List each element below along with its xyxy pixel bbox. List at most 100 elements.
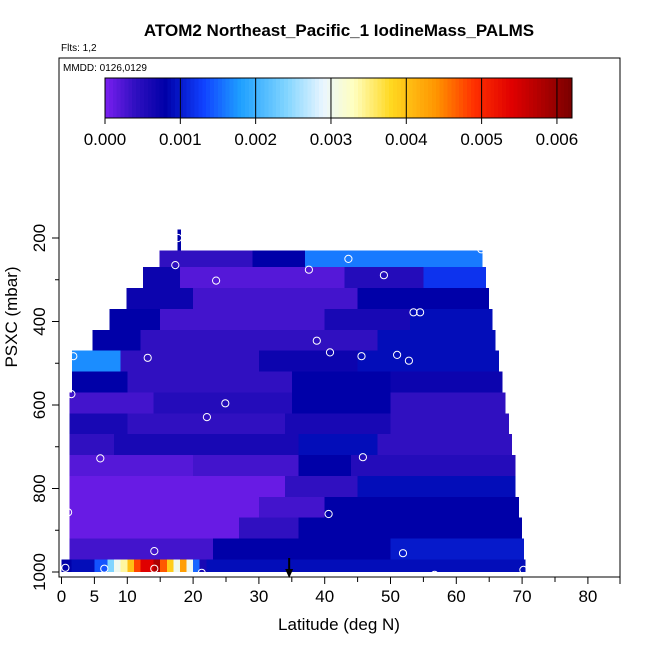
colorbar-swatch xyxy=(171,78,176,118)
colorbar-swatch xyxy=(478,78,484,118)
sample-point xyxy=(325,348,335,357)
colorbar-swatch xyxy=(451,78,456,118)
colorbar-swatch xyxy=(237,78,242,118)
heatmap-cell xyxy=(186,559,194,572)
heatmap-cell xyxy=(166,559,174,572)
sample-points xyxy=(61,233,528,582)
colorbar-swatch xyxy=(525,78,530,118)
sample-point xyxy=(67,390,76,399)
heatmap-cell xyxy=(127,413,286,435)
colorbar-swatch xyxy=(140,78,145,118)
colorbar-swatch xyxy=(552,78,558,118)
colorbar-swatch xyxy=(276,78,281,118)
colorbar-swatch xyxy=(264,78,270,118)
colorbar-swatch xyxy=(248,78,254,118)
heatmap-cell xyxy=(72,371,128,393)
sample-point xyxy=(100,564,109,573)
colorbar-swatch xyxy=(385,78,390,118)
heatmap-cell xyxy=(173,559,180,572)
heatmap-cell xyxy=(71,559,95,572)
heatmap-cell xyxy=(69,496,259,518)
colorbar-swatch xyxy=(420,78,425,118)
colorbar-swatch xyxy=(443,78,449,118)
colorbar-swatch xyxy=(112,78,118,118)
colorbar-swatch xyxy=(221,78,227,118)
sample-point xyxy=(404,356,413,365)
sample-point xyxy=(312,336,321,345)
colorbar-tick-label: 0.001 xyxy=(159,130,202,149)
colorbar-swatch xyxy=(509,78,515,118)
sample-point xyxy=(358,453,367,462)
sample-point xyxy=(202,413,211,422)
colorbar-swatch xyxy=(377,78,382,118)
sample-point xyxy=(357,352,366,361)
y-axis: 200 400 600 800 1000 xyxy=(30,224,59,591)
colorbar-swatch xyxy=(435,78,441,118)
heatmap-cell xyxy=(305,250,483,268)
colorbar-swatch xyxy=(175,78,180,118)
colorbar-swatch xyxy=(229,78,235,118)
colorbar-tick-label: 0.006 xyxy=(536,130,579,149)
heatmap-cell xyxy=(69,392,154,414)
sample-point xyxy=(173,233,183,243)
colorbar-swatch xyxy=(124,78,129,118)
heatmap-cell xyxy=(127,559,134,572)
colorbar-swatch xyxy=(494,78,499,118)
sample-point xyxy=(150,547,159,556)
colorbar-swatch xyxy=(568,78,573,118)
colorbar-swatch xyxy=(194,78,199,118)
heatmap-cell xyxy=(126,288,194,309)
heatmap-cell xyxy=(69,434,115,456)
sample-point xyxy=(143,353,152,362)
heatmap-cell xyxy=(212,538,391,560)
colorbar-swatch xyxy=(163,78,168,118)
colorbar-swatch xyxy=(396,78,402,118)
colorbar-swatch xyxy=(501,78,507,118)
heatmap-cell xyxy=(351,455,516,476)
y-tick-label: 1000 xyxy=(30,553,49,591)
colorbar-swatch xyxy=(186,78,192,118)
x-tick-label: 80 xyxy=(578,587,597,606)
colorbar-swatch xyxy=(338,78,343,118)
heatmap-cell xyxy=(344,267,424,289)
heatmap-cell xyxy=(258,350,358,372)
date-annotation: MMDD: 0126,0129 xyxy=(63,63,147,74)
colorbar: 0.000 0.001 0.002 0.003 0.004 0.005 0.006 xyxy=(84,77,579,149)
heatmap-cell xyxy=(390,413,509,435)
heatmap-cell xyxy=(69,413,128,435)
heatmap-cell xyxy=(423,267,486,289)
colorbar-swatch xyxy=(190,78,196,118)
colorbar-swatch xyxy=(412,78,417,118)
colorbar-swatch xyxy=(381,78,386,118)
colorbar-swatch xyxy=(202,78,207,118)
x-tick-label: 30 xyxy=(249,587,268,606)
x-tick-label: 70 xyxy=(513,587,532,606)
heatmap-cell xyxy=(357,288,490,309)
colorbar-swatch xyxy=(513,78,519,118)
sample-point xyxy=(304,265,313,274)
colorbar-swatch xyxy=(311,78,316,118)
colorbar-swatch xyxy=(287,78,293,118)
colorbar-swatch xyxy=(151,78,157,118)
colorbar-swatch xyxy=(213,78,219,118)
heatmap-cell xyxy=(69,517,240,539)
colorbar-swatch xyxy=(466,78,472,118)
sample-point xyxy=(221,399,230,408)
y-tick-label: 600 xyxy=(30,391,49,419)
plot-frame xyxy=(58,57,621,578)
colorbar-swatch xyxy=(498,78,503,118)
sample-point xyxy=(171,261,180,270)
x-axis: 0 5 10 20 30 40 50 60 70 80 xyxy=(57,577,621,606)
heatmap-cell xyxy=(377,434,513,456)
colorbar-swatch xyxy=(389,78,394,118)
heatmap-cell xyxy=(324,496,519,518)
colorbar-swatch xyxy=(404,78,410,118)
heatmap-cell xyxy=(69,455,194,476)
colorbar-swatch xyxy=(482,78,487,118)
colorbar-swatch xyxy=(303,78,308,118)
colorbar-swatch xyxy=(167,78,172,118)
colorbar-swatch xyxy=(428,78,433,118)
x-tick-label: 0 xyxy=(57,587,66,606)
sample-point xyxy=(393,350,402,359)
heatmap-cell xyxy=(193,288,358,309)
